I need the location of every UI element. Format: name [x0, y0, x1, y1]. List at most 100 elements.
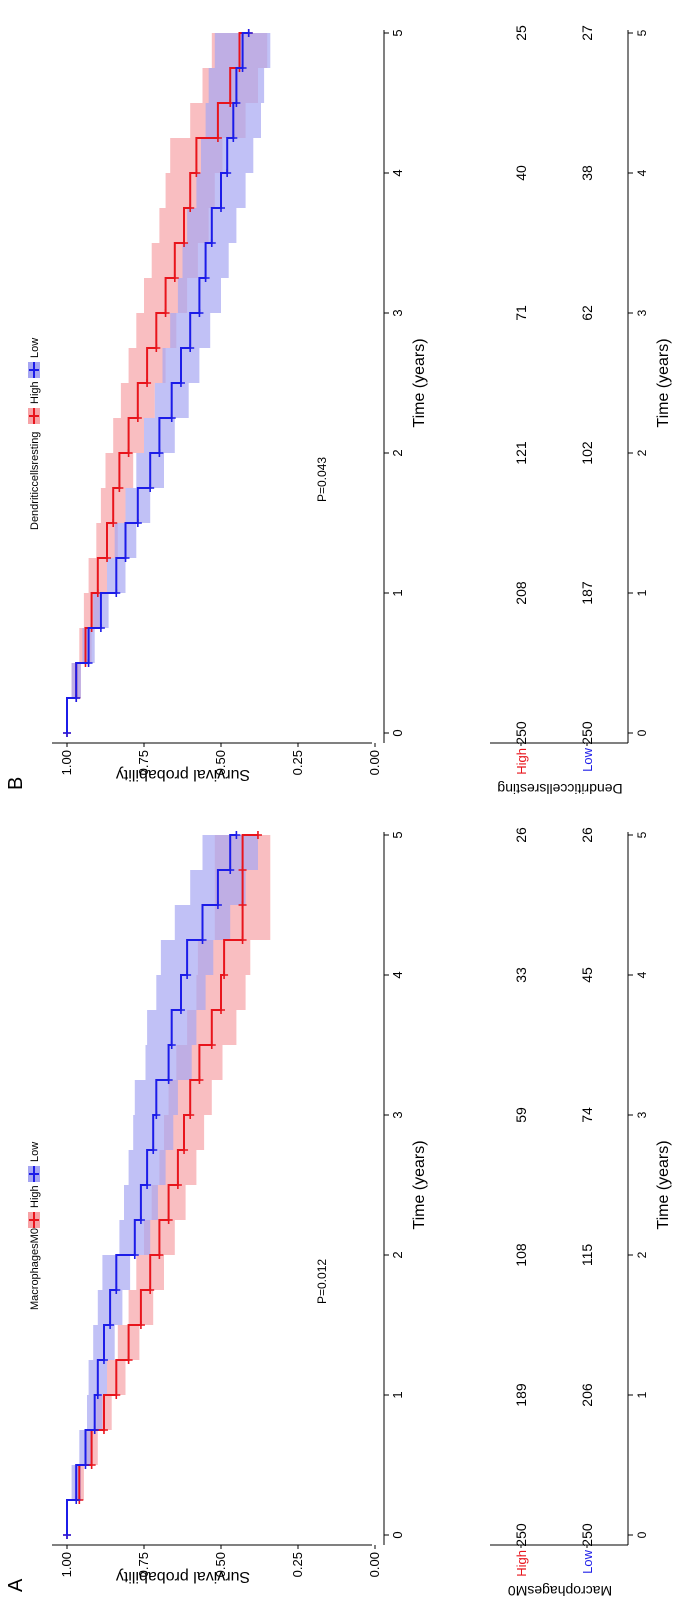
- panel-a-risk-count: 189: [513, 1383, 529, 1407]
- panel-b-risk-x-tick-label: 5: [635, 29, 649, 36]
- censor-mark-high: [152, 344, 161, 352]
- censor-mark-high: [253, 831, 262, 839]
- panel-b-risk-table: Dendriticcellsresting High Low 250 208 1…: [490, 25, 672, 797]
- panel-b-risk-count: 250: [513, 721, 529, 745]
- censor-mark-low: [195, 309, 204, 317]
- panel-b-risk-count: 40: [513, 165, 529, 181]
- panel-b-y-tick-label: 0.25: [290, 750, 305, 775]
- ci-band-low: [67, 835, 265, 1535]
- panel-b-y-tick-label: 0.50: [213, 750, 228, 775]
- censor-mark-high: [155, 1251, 164, 1259]
- panel-a-legend-high-label: High: [29, 1185, 41, 1208]
- censor-mark-high: [161, 309, 170, 317]
- censor-mark-high: [238, 936, 247, 944]
- censor-mark-low: [238, 64, 247, 72]
- panel-a-x-tick-label: 0: [390, 1531, 405, 1538]
- panel-a-y-tick-label: 0.25: [290, 1552, 305, 1577]
- censor-mark-low: [164, 1076, 173, 1084]
- censor-mark-high: [195, 1076, 204, 1084]
- panel-b-x-tick-label: 3: [390, 309, 405, 316]
- panel-a-x-tick-label: 5: [390, 831, 405, 838]
- censor-mark-high: [180, 1146, 189, 1154]
- censor-mark-high: [217, 1006, 225, 1014]
- censor-mark-low: [106, 1321, 115, 1329]
- panel-b-risk-x-axis-label: Time (years): [655, 338, 672, 427]
- panel-a-risk-x-tick-label: 2: [635, 1251, 649, 1258]
- panel-b-risk-x-tick-label: 4: [635, 169, 649, 176]
- censor-mark-high: [124, 449, 133, 457]
- panel-b-y-tick-label: 0.00: [367, 750, 382, 775]
- panel-b-risk-count: 25: [513, 25, 529, 41]
- censor-mark-high: [238, 866, 247, 874]
- panel-b-risk-row-low-label: Low: [580, 747, 595, 771]
- censor-mark-low: [112, 589, 121, 597]
- censor-mark-low: [136, 1216, 145, 1224]
- panel-a-y-tick-label: 0.50: [213, 1552, 228, 1577]
- panel-b-risk-count: 187: [579, 581, 595, 605]
- censor-mark-high: [173, 1181, 182, 1189]
- censor-mark-low: [183, 971, 192, 979]
- panel-b-risk-table-title: Dendriticcellsresting: [497, 781, 622, 797]
- panel-a: A MacrophagesM0 High Low Survival probab…: [5, 827, 672, 1599]
- censor-mark-low: [167, 1041, 176, 1049]
- panel-a-risk-count: 59: [513, 1107, 529, 1123]
- panel-b: B Dendriticcellsresting High Low Surviva…: [5, 25, 672, 797]
- panel-a-risk-x-tick-label: 5: [635, 831, 649, 838]
- censor-mark-low: [244, 29, 253, 37]
- panel-a-risk-count: 250: [513, 1523, 529, 1547]
- censor-mark-low: [96, 624, 105, 632]
- censor-mark-high: [220, 971, 229, 979]
- panel-a-letter: A: [5, 1578, 27, 1592]
- censor-mark-high: [133, 414, 142, 422]
- panel-a-legend-title: MacrophagesM0: [29, 1228, 41, 1310]
- panel-b-legend-low-label: Low: [29, 338, 41, 358]
- censor-mark-low: [176, 1006, 185, 1014]
- censor-mark-low: [146, 484, 155, 492]
- censor-mark-high: [112, 1391, 121, 1399]
- panel-a-risk-count: 115: [579, 1244, 595, 1267]
- panel-a-legend: MacrophagesM0 High Low: [28, 1142, 41, 1310]
- panel-b-x-ticks: 0 1 2 3 4 5: [384, 29, 405, 737]
- panel-b-legend-title: Dendriticcellsresting: [29, 432, 41, 530]
- panel-b-risk-count: 250: [579, 721, 595, 745]
- panel-a-risk-row-low-label: Low: [580, 1549, 595, 1573]
- panel-a-risk-count: 45: [579, 967, 595, 983]
- panel-b-plot-area: [63, 29, 277, 737]
- censor-mark-low: [133, 519, 142, 527]
- panel-b-risk-count: 71: [513, 305, 529, 321]
- censor-mark-low: [213, 901, 222, 909]
- censor-mark-high: [143, 379, 152, 387]
- censor-mark-low: [72, 694, 81, 702]
- panel-a-y-tick-label: 0.75: [136, 1552, 151, 1577]
- censor-mark-low: [232, 99, 241, 107]
- censor-mark-high: [124, 1356, 133, 1364]
- censor-mark-high: [186, 204, 195, 212]
- censor-mark-low: [84, 659, 93, 667]
- censor-mark-low: [226, 866, 235, 874]
- censor-mark-low: [217, 204, 225, 212]
- censor-mark-high: [99, 1426, 108, 1434]
- censor-mark-high: [213, 134, 222, 142]
- censor-mark-low: [167, 414, 176, 422]
- panel-a-risk-count: 74: [579, 1107, 595, 1123]
- censor-mark-low: [112, 1286, 121, 1294]
- censor-mark-low: [121, 554, 130, 562]
- censor-mark-low: [198, 936, 207, 944]
- censor-mark-high: [207, 1041, 216, 1049]
- panel-b-risk-x-tick-label: 2: [635, 449, 649, 456]
- panel-b-y-axis-label: Survival probability: [116, 766, 250, 783]
- censor-mark-high: [186, 1111, 195, 1119]
- censor-mark-low: [155, 449, 164, 457]
- panel-b-risk-count: 102: [579, 441, 595, 465]
- panel-b-risk-count: 27: [579, 25, 595, 41]
- panel-b-p-value: P=0.043: [315, 457, 329, 502]
- panel-a-x-ticks: 0 1 2 3 4 5: [384, 831, 405, 1539]
- panel-b-x-tick-label: 5: [390, 29, 405, 36]
- censor-mark-high: [146, 1286, 155, 1294]
- panel-b-y-tick-label: 1.00: [59, 750, 74, 775]
- panel-a-plot-area: [63, 831, 286, 1539]
- censor-mark-high: [192, 169, 201, 177]
- panel-a-y-tick-label: 0.00: [367, 1552, 382, 1577]
